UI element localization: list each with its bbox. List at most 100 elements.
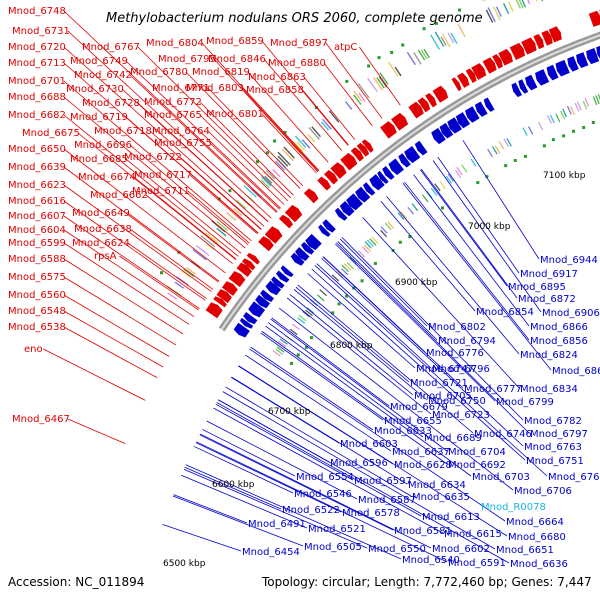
feature-dot	[283, 130, 287, 134]
label-leader-line	[222, 391, 496, 550]
feature-tick	[192, 248, 207, 261]
label-leader-line	[289, 294, 414, 396]
feature-dot	[296, 353, 300, 357]
label-leader-line	[43, 348, 146, 401]
forward-gene-arrow	[258, 236, 274, 252]
feature-tick	[182, 268, 195, 278]
forward-gene-label: Mnod_6749	[70, 56, 128, 67]
feature-tick	[265, 169, 276, 180]
feature-dot	[485, 175, 489, 179]
forward-gene-arrow	[541, 30, 553, 46]
label-leader-line	[247, 71, 329, 163]
reverse-gene-arrow	[447, 117, 462, 134]
forward-gene-arrow	[408, 101, 424, 119]
forward-gene-arrow	[432, 85, 449, 103]
forward-gene-arrow	[264, 226, 283, 244]
reverse-gene-arrow	[260, 289, 275, 302]
feature-tick	[387, 221, 395, 229]
label-leader-line	[125, 60, 281, 209]
reverse-gene-arrow	[305, 233, 322, 251]
label-leader-line	[63, 166, 219, 283]
reverse-gene-arrow	[346, 193, 363, 211]
reverse-gene-label: Mnod_6540	[402, 555, 460, 566]
feature-tick	[344, 101, 353, 111]
feature-dot	[377, 56, 381, 60]
label-leader-line	[271, 317, 390, 407]
reverse-gene-arrow	[355, 186, 371, 203]
feature-tick	[492, 6, 501, 21]
feature-tick	[570, 106, 575, 116]
reverse-gene-arrow	[322, 219, 336, 233]
forward-gene-arrow	[498, 48, 513, 66]
forward-gene-label: Mnod_6624	[72, 238, 130, 249]
forward-gene-label: Mnod_6772	[144, 97, 202, 108]
forward-gene-arrow	[284, 204, 303, 223]
reverse-gene-label: Mnod_6704	[448, 447, 506, 458]
label-leader-line	[286, 297, 432, 415]
reverse-gene-label: Mnod_6776	[426, 348, 484, 359]
label-leader-line	[201, 42, 320, 171]
feature-tick	[174, 281, 185, 289]
feature-tick	[406, 51, 416, 66]
genome-title: Methylobacterium nodulans ORS 2060, comp…	[106, 11, 483, 26]
feature-tick	[495, 6, 502, 17]
reverse-gene-arrow	[414, 140, 428, 156]
feature-dot	[273, 139, 277, 143]
label-leader-line	[185, 464, 402, 560]
feature-tick	[167, 292, 178, 300]
forward-gene-label: Mnod_6696	[74, 140, 132, 151]
forward-gene-label: Mnod_6742	[74, 70, 132, 81]
reverse-gene-arrow	[334, 207, 348, 221]
forward-gene-label: Mnod_6604	[8, 225, 66, 236]
rna-gene-label: Mnod_R0078	[481, 502, 546, 513]
forward-gene-label: Mnod_6765	[144, 110, 202, 121]
feature-tick	[319, 289, 327, 297]
forward-gene-label: Mnod_6897	[270, 38, 328, 49]
feature-tick	[275, 160, 286, 171]
feature-tick	[180, 269, 191, 278]
reverse-gene-arrow	[555, 59, 570, 77]
kbp-marker: 6600 kbp	[212, 480, 255, 490]
label-leader-line	[207, 130, 285, 205]
label-leader-line	[261, 113, 317, 174]
feature-dot	[290, 361, 294, 365]
reverse-gene-label: Mnod_6796	[432, 364, 490, 375]
label-leader-line	[217, 399, 510, 564]
label-leader-line	[179, 156, 262, 230]
feature-tick	[485, 9, 494, 23]
feature-dot	[408, 235, 412, 239]
reverse-gene-label: Mnod_6635	[412, 492, 470, 503]
label-leader-line	[63, 326, 158, 379]
reverse-gene-label: Mnod_6692	[448, 460, 506, 471]
label-leader-line	[303, 76, 356, 140]
forward-gene-label: Mnod_6771	[152, 83, 210, 94]
forward-gene-label: Mnod_6731	[12, 26, 70, 37]
reverse-gene-label: Mnod_6797	[530, 429, 588, 440]
reverse-gene-arrow	[290, 252, 305, 266]
feature-tick	[384, 222, 392, 231]
feature-tick	[200, 235, 216, 248]
forward-gene-arrow	[236, 262, 252, 277]
label-leader-line	[311, 268, 526, 461]
reverse-gene-arrow	[455, 112, 471, 129]
label-leader-line	[173, 494, 248, 524]
feature-dot	[345, 294, 349, 298]
reverse-gene-arrow	[280, 265, 294, 278]
forward-gene-arrow	[350, 147, 364, 162]
feature-tick	[595, 95, 600, 105]
feature-tick	[592, 96, 598, 106]
feature-tick	[297, 317, 306, 324]
reverse-gene-label: Mnod_6723	[432, 410, 490, 421]
feature-tick	[371, 236, 379, 244]
feature-tick	[341, 268, 349, 276]
label-leader-line	[420, 169, 508, 287]
reverse-gene-label: Mnod_6613	[422, 512, 480, 523]
label-leader-line	[238, 365, 508, 537]
feature-tick	[292, 323, 300, 331]
feature-dot	[360, 279, 364, 283]
forward-gene-label: Mnod_6662	[90, 190, 148, 201]
forward-gene-label: Mnod_6719	[70, 112, 128, 123]
label-leader-line	[202, 429, 296, 477]
label-leader-line	[206, 420, 358, 500]
feature-dot	[582, 125, 586, 129]
